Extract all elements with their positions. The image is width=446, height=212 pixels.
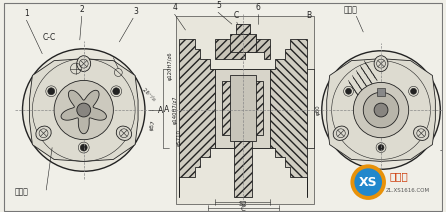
Text: φ57: φ57 <box>149 119 157 131</box>
Text: 资料网: 资料网 <box>390 171 409 181</box>
Polygon shape <box>61 90 107 134</box>
Text: 出油孔: 出油孔 <box>343 5 357 14</box>
Text: φ120H7/z6: φ120H7/z6 <box>168 51 173 80</box>
Polygon shape <box>270 39 307 197</box>
Circle shape <box>80 144 87 151</box>
Circle shape <box>322 51 440 169</box>
Text: 4: 4 <box>173 3 178 12</box>
Polygon shape <box>178 39 215 197</box>
Polygon shape <box>215 39 270 59</box>
Bar <box>176 16 314 204</box>
Circle shape <box>351 164 386 200</box>
Ellipse shape <box>116 126 132 140</box>
Circle shape <box>48 88 55 95</box>
Text: C: C <box>240 206 245 212</box>
Text: 2.6⁺¹⁄₁₀: 2.6⁺¹⁄₁₀ <box>141 88 157 103</box>
Ellipse shape <box>413 126 429 140</box>
Circle shape <box>411 88 417 94</box>
Polygon shape <box>234 141 252 197</box>
Text: S2: S2 <box>238 201 247 207</box>
Circle shape <box>378 145 384 151</box>
Polygon shape <box>363 92 399 128</box>
Circle shape <box>77 103 91 117</box>
Text: C-C: C-C <box>42 33 55 42</box>
Circle shape <box>54 80 113 140</box>
Ellipse shape <box>333 126 348 140</box>
Text: φS710: φS710 <box>177 129 182 146</box>
Circle shape <box>346 88 351 94</box>
Text: B: B <box>306 11 311 20</box>
Circle shape <box>374 103 388 117</box>
Polygon shape <box>236 24 250 34</box>
Text: 1: 1 <box>25 9 29 18</box>
Circle shape <box>22 49 145 171</box>
Polygon shape <box>377 88 385 96</box>
Text: 6: 6 <box>256 3 260 12</box>
Text: φ140H7/z7: φ140H7/z7 <box>173 96 178 124</box>
Polygon shape <box>222 81 264 135</box>
Polygon shape <box>327 59 435 161</box>
Text: A: A <box>164 105 169 114</box>
Text: C: C <box>234 11 239 20</box>
Circle shape <box>353 82 409 138</box>
Ellipse shape <box>77 56 91 71</box>
Circle shape <box>355 168 382 196</box>
Text: 5: 5 <box>216 1 221 10</box>
Text: A: A <box>158 106 163 114</box>
Polygon shape <box>215 68 270 148</box>
Polygon shape <box>230 34 256 52</box>
Polygon shape <box>29 59 138 161</box>
Polygon shape <box>230 75 256 141</box>
Text: ZL.XS1616.COM: ZL.XS1616.COM <box>386 188 430 192</box>
Circle shape <box>113 88 120 95</box>
Text: 3: 3 <box>133 7 138 16</box>
Text: 进油孔: 进油孔 <box>15 187 29 196</box>
Ellipse shape <box>36 126 51 140</box>
Text: 2: 2 <box>80 5 85 14</box>
Text: φ60: φ60 <box>316 105 321 115</box>
Ellipse shape <box>374 56 388 71</box>
Text: XS: XS <box>359 176 377 189</box>
